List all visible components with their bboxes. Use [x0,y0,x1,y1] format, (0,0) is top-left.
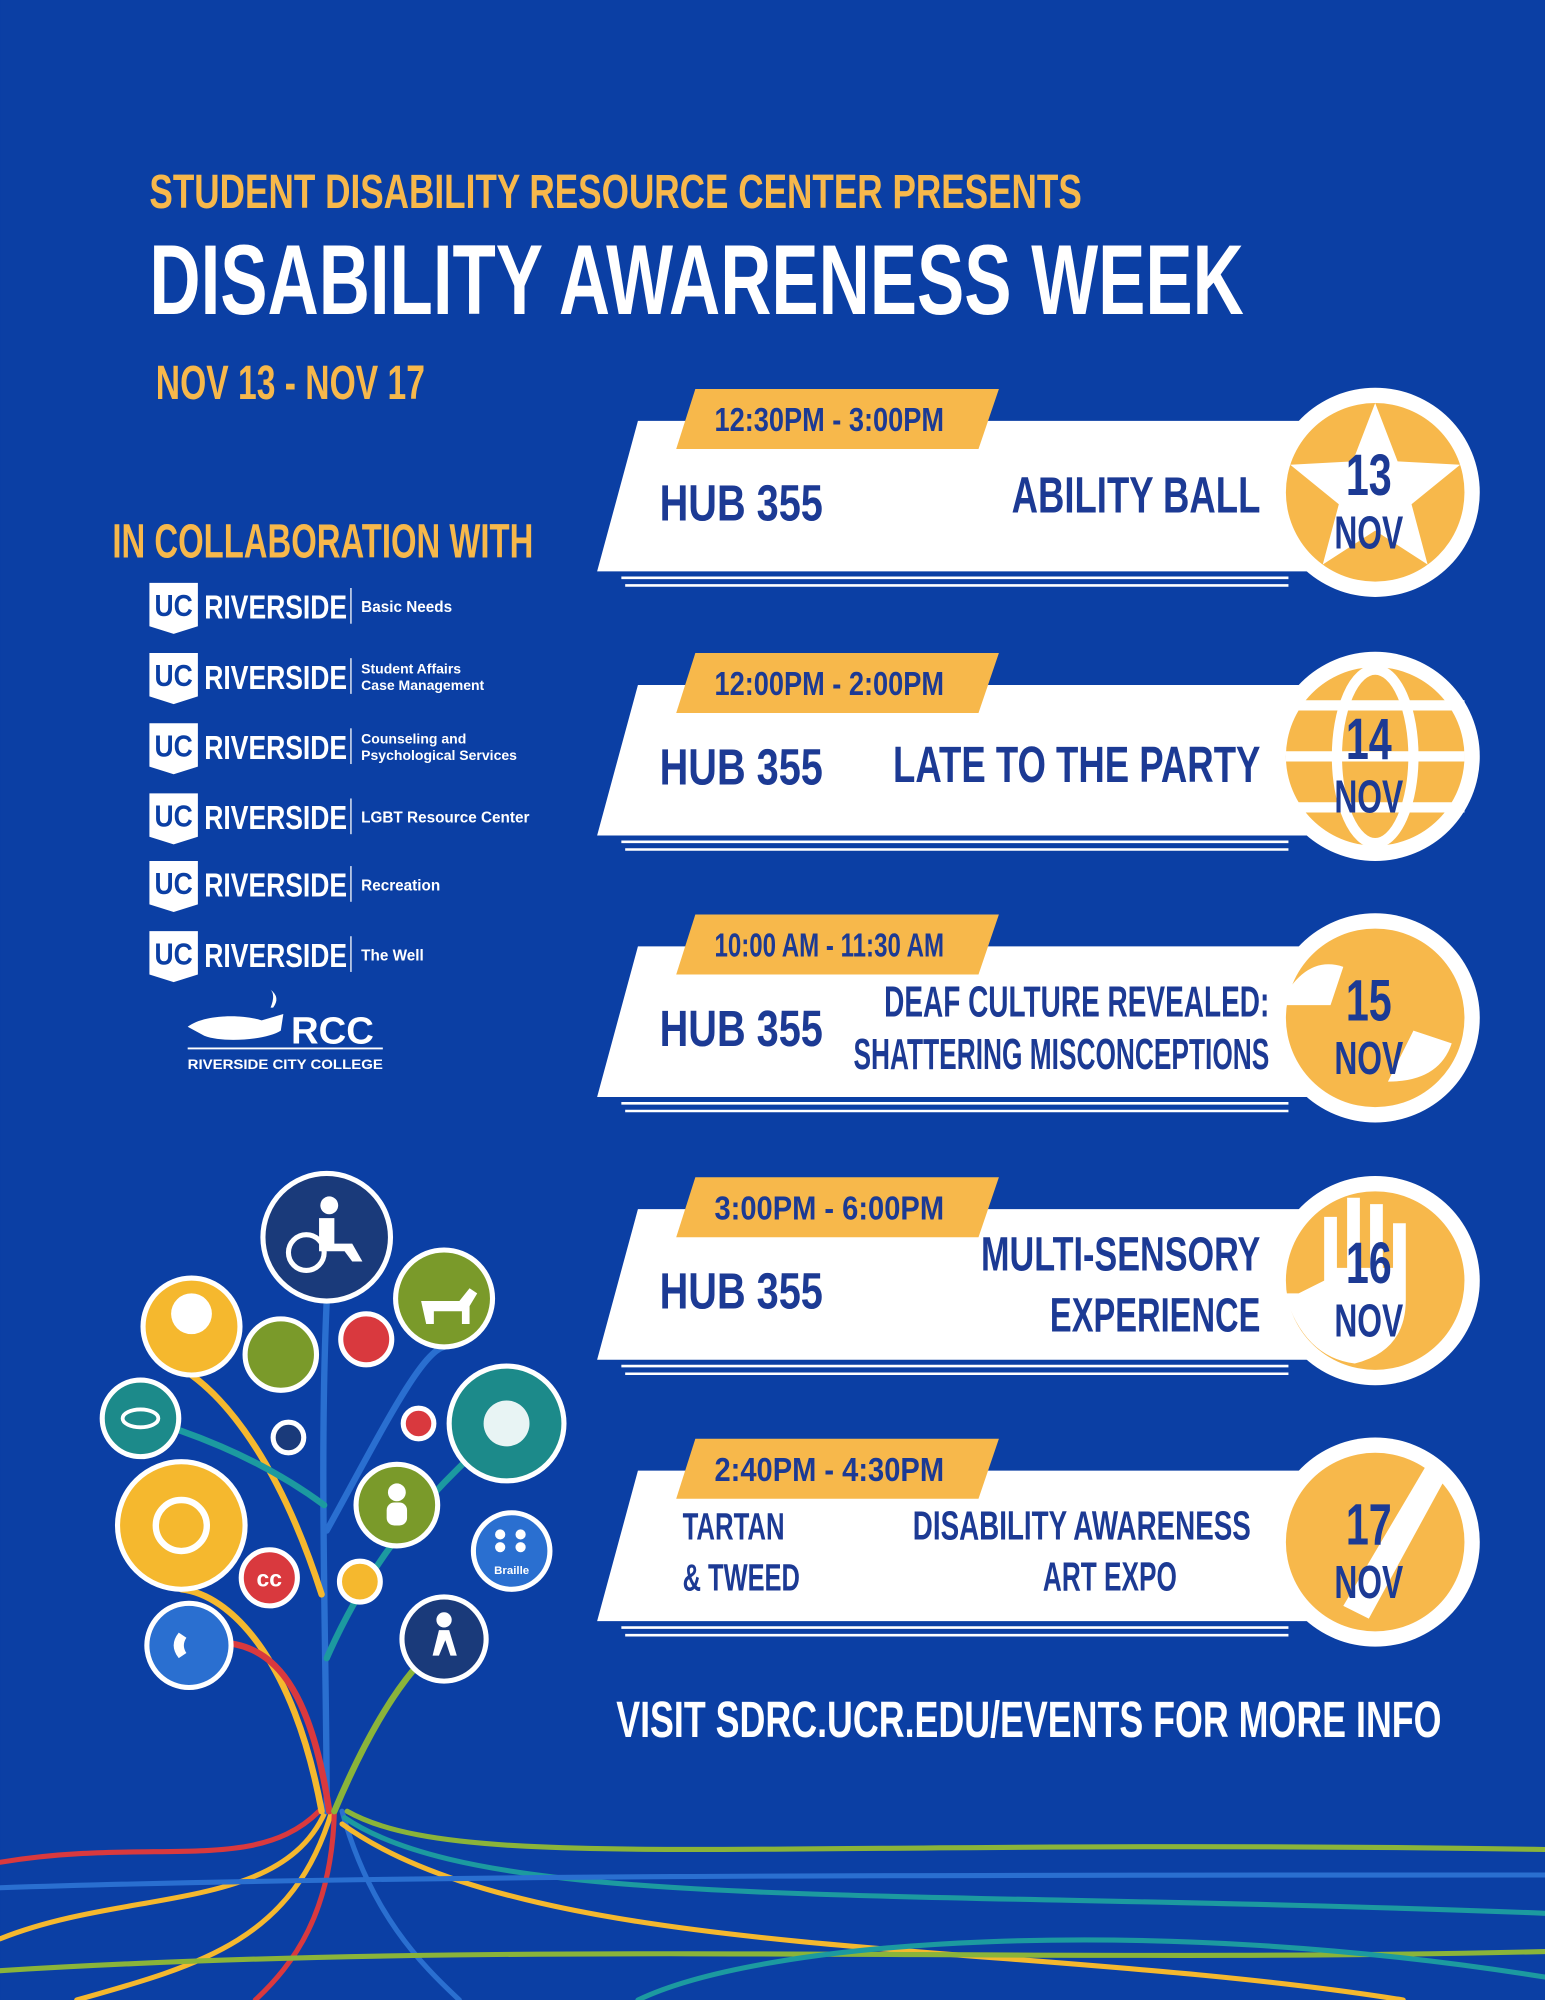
badge-icon [1284,1197,1406,1364]
partner-unit: Counseling and [361,731,466,747]
time-tab [676,653,999,714]
time-tab [676,914,999,975]
partner-unit: Case Management [361,677,484,693]
event-title: DISABILITY AWARENESS [913,1503,1251,1549]
partner-unit: Basic Needs [361,599,452,616]
event-day: 14 [1346,707,1392,772]
partner-unit: LGBT Resource Center [361,810,529,827]
time-tab [676,389,999,449]
event-title: MULTI-SENSORY [981,1227,1260,1281]
partner-name: RIVERSIDE [204,660,347,697]
event-day: 13 [1346,443,1392,508]
badge-icon [1343,1465,1446,1619]
event-location: TARTAN [683,1506,785,1549]
event-day: 15 [1346,968,1392,1033]
event-title: ART EXPO [1043,1554,1177,1600]
uc-mark: UC [155,937,193,971]
kicker: STUDENT DISABILITY RESOURCE CENTER PRESE… [149,165,1081,219]
event-banner [597,420,1314,572]
uc-badge [149,860,198,912]
college-full: RIVERSIDE CITY COLLEGE [188,1056,383,1072]
partner-unit: Student Affairs [361,660,461,676]
icon-label: cc [257,1566,283,1592]
college-name: RCC [291,1009,374,1052]
event-location: HUB 355 [660,1000,823,1057]
uc-mark: UC [155,800,193,834]
event-banner [597,684,1314,836]
event-banner [597,1209,1314,1360]
collab-heading: IN COLLABORATION WITH [112,514,533,568]
partner-name: RIVERSIDE [204,868,347,905]
partner-unit: The Well [361,947,424,964]
event-title: EXPERIENCE [1050,1289,1260,1343]
event-location: HUB 355 [660,738,823,795]
event-time: 3:00PM - 6:00PM [714,1190,944,1227]
event-time: 10:00 AM - 11:30 AM [714,928,944,965]
event-banner [597,946,1314,1097]
time-tab [676,1438,999,1499]
icon-glyphs [120,1196,530,1659]
partner-name: RIVERSIDE [204,800,347,837]
uc-badge [149,653,198,705]
event-banner [597,1470,1314,1622]
dates: NOV 13 - NOV 17 [156,356,425,410]
title: DISABILITY AWARENESS WEEK [149,225,1243,336]
partner-unit: Psychological Services [361,747,517,763]
partner-name: RIVERSIDE [204,938,347,975]
event-time: 2:40PM - 4:30PM [714,1452,944,1489]
badge-icon [1279,964,1452,1082]
event-month: NOV [1334,1556,1403,1608]
event-month: NOV [1334,770,1403,822]
uc-badge [149,793,198,845]
partner-name: RIVERSIDE [204,590,347,627]
event-title: LATE TO THE PARTY [893,736,1260,793]
event-month: NOV [1334,1032,1403,1084]
badge-icon [1290,403,1461,565]
event-time: 12:30PM - 3:00PM [714,402,944,439]
event-title: DEAF CULTURE REVEALED: [884,979,1269,1027]
event-month: NOV [1334,1295,1403,1347]
event-day: 16 [1346,1231,1392,1296]
event-title: ABILITY BALL [1012,467,1261,524]
event-location: HUB 355 [660,474,823,531]
icon-label: Braille [494,1565,529,1577]
partner-name: RIVERSIDE [204,730,347,767]
uc-mark: UC [155,589,193,623]
uc-mark: UC [155,729,193,763]
footer: VISIT SDRC.UCR.EDU/EVENTS FOR MORE INFO [616,1691,1441,1748]
partner-unit: Recreation [361,877,440,894]
time-tab [676,1177,999,1238]
event-month: NOV [1334,506,1403,558]
uc-badge [149,723,198,775]
uc-badge [149,931,198,983]
uc-badge [149,582,198,634]
event-location: HUB 355 [660,1263,823,1320]
event-time: 12:00PM - 2:00PM [714,666,944,703]
roots [0,1808,1545,2000]
event-location: & TWEED [683,1557,800,1600]
rcc-lamp [187,989,383,1050]
event-title: SHATTERING MISCONCEPTIONS [853,1031,1269,1079]
badge-icon [1331,664,1419,849]
uc-mark: UC [155,659,193,693]
event-day: 17 [1346,1493,1392,1558]
uc-mark: UC [155,867,193,901]
